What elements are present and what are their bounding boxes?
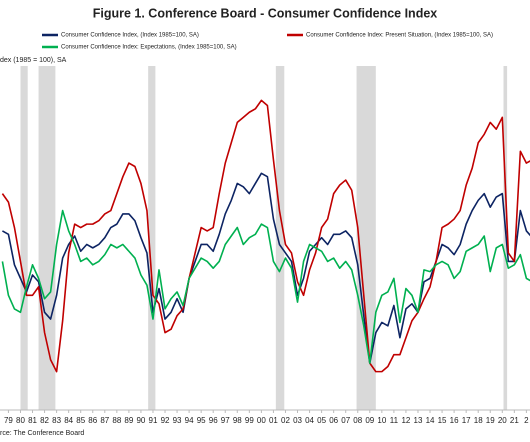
x-tick-label: 90 [136,416,145,425]
x-tick-label: 07 [341,416,350,425]
x-tick-label: 84 [64,416,73,425]
x-tick-label: 91 [149,416,158,425]
x-tick-label: 14 [426,416,435,425]
x-tick-label: 87 [100,416,109,425]
x-tick-label: 96 [209,416,218,425]
x-tick-label: 12 [401,416,410,425]
x-tick-label: 94 [185,416,194,425]
recession-band [38,66,56,410]
source-note: rce: The Conference Board [0,430,84,437]
series-line [1,99,530,373]
x-tick-label: 2 [524,416,529,425]
x-tick-label: 03 [293,416,302,425]
x-tick-label: 17 [462,416,471,425]
x-tick-label: 05 [317,416,326,425]
x-tick-label: 88 [112,416,121,425]
x-tick-label: 81 [28,416,37,425]
recession-band [20,66,28,410]
x-tick-label: 00 [257,416,266,425]
x-tick-label: 06 [329,416,338,425]
x-tick-label: 09 [365,416,374,425]
x-tick-label: 19 [486,416,495,425]
x-tick-label: 98 [233,416,242,425]
x-tick-label: 79 [4,416,13,425]
recession-band [275,66,285,410]
legend-label: Consumer Confidence Index: Present Situa… [306,33,493,39]
x-tick-label: 11 [390,416,399,425]
x-tick-label: 92 [161,416,170,425]
series-line [2,172,530,364]
y-axis-label: dex (1985 = 100), SA [0,57,67,64]
x-tick-label: 10 [377,416,386,425]
legend-label: Consumer Confidence Index, (Index 1985=1… [61,33,199,39]
x-tick-label: 21 [510,416,519,425]
x-tick-label: 16 [450,416,459,425]
x-tick-label: 93 [173,416,182,425]
recession-band [148,66,156,410]
x-tick-label: 82 [40,416,49,425]
x-tick-label: 15 [438,416,447,425]
x-tick-label: 95 [197,416,206,425]
x-tick-label: 99 [245,416,254,425]
x-tick-label: 86 [88,416,97,425]
x-tick-label: 97 [221,416,230,425]
x-tick-label: 08 [353,416,362,425]
legend-label: Consumer Confidence Index: Expectations,… [61,45,237,51]
x-tick-label: 20 [498,416,507,425]
x-tick-label: 89 [124,416,133,425]
series-line [1,209,530,364]
x-tick-label: 01 [269,416,278,425]
x-tick-label: 85 [76,416,85,425]
x-tick-label: 18 [474,416,483,425]
x-tick-label: 02 [281,416,290,425]
recession-band [503,66,508,410]
x-tick-label: 83 [52,416,61,425]
recession-band [356,66,376,410]
chart-title: Figure 1. Conference Board - Consumer Co… [93,6,438,20]
x-tick-label: 04 [305,416,314,425]
x-tick-label: 13 [414,416,423,425]
x-tick-label: 80 [16,416,25,425]
